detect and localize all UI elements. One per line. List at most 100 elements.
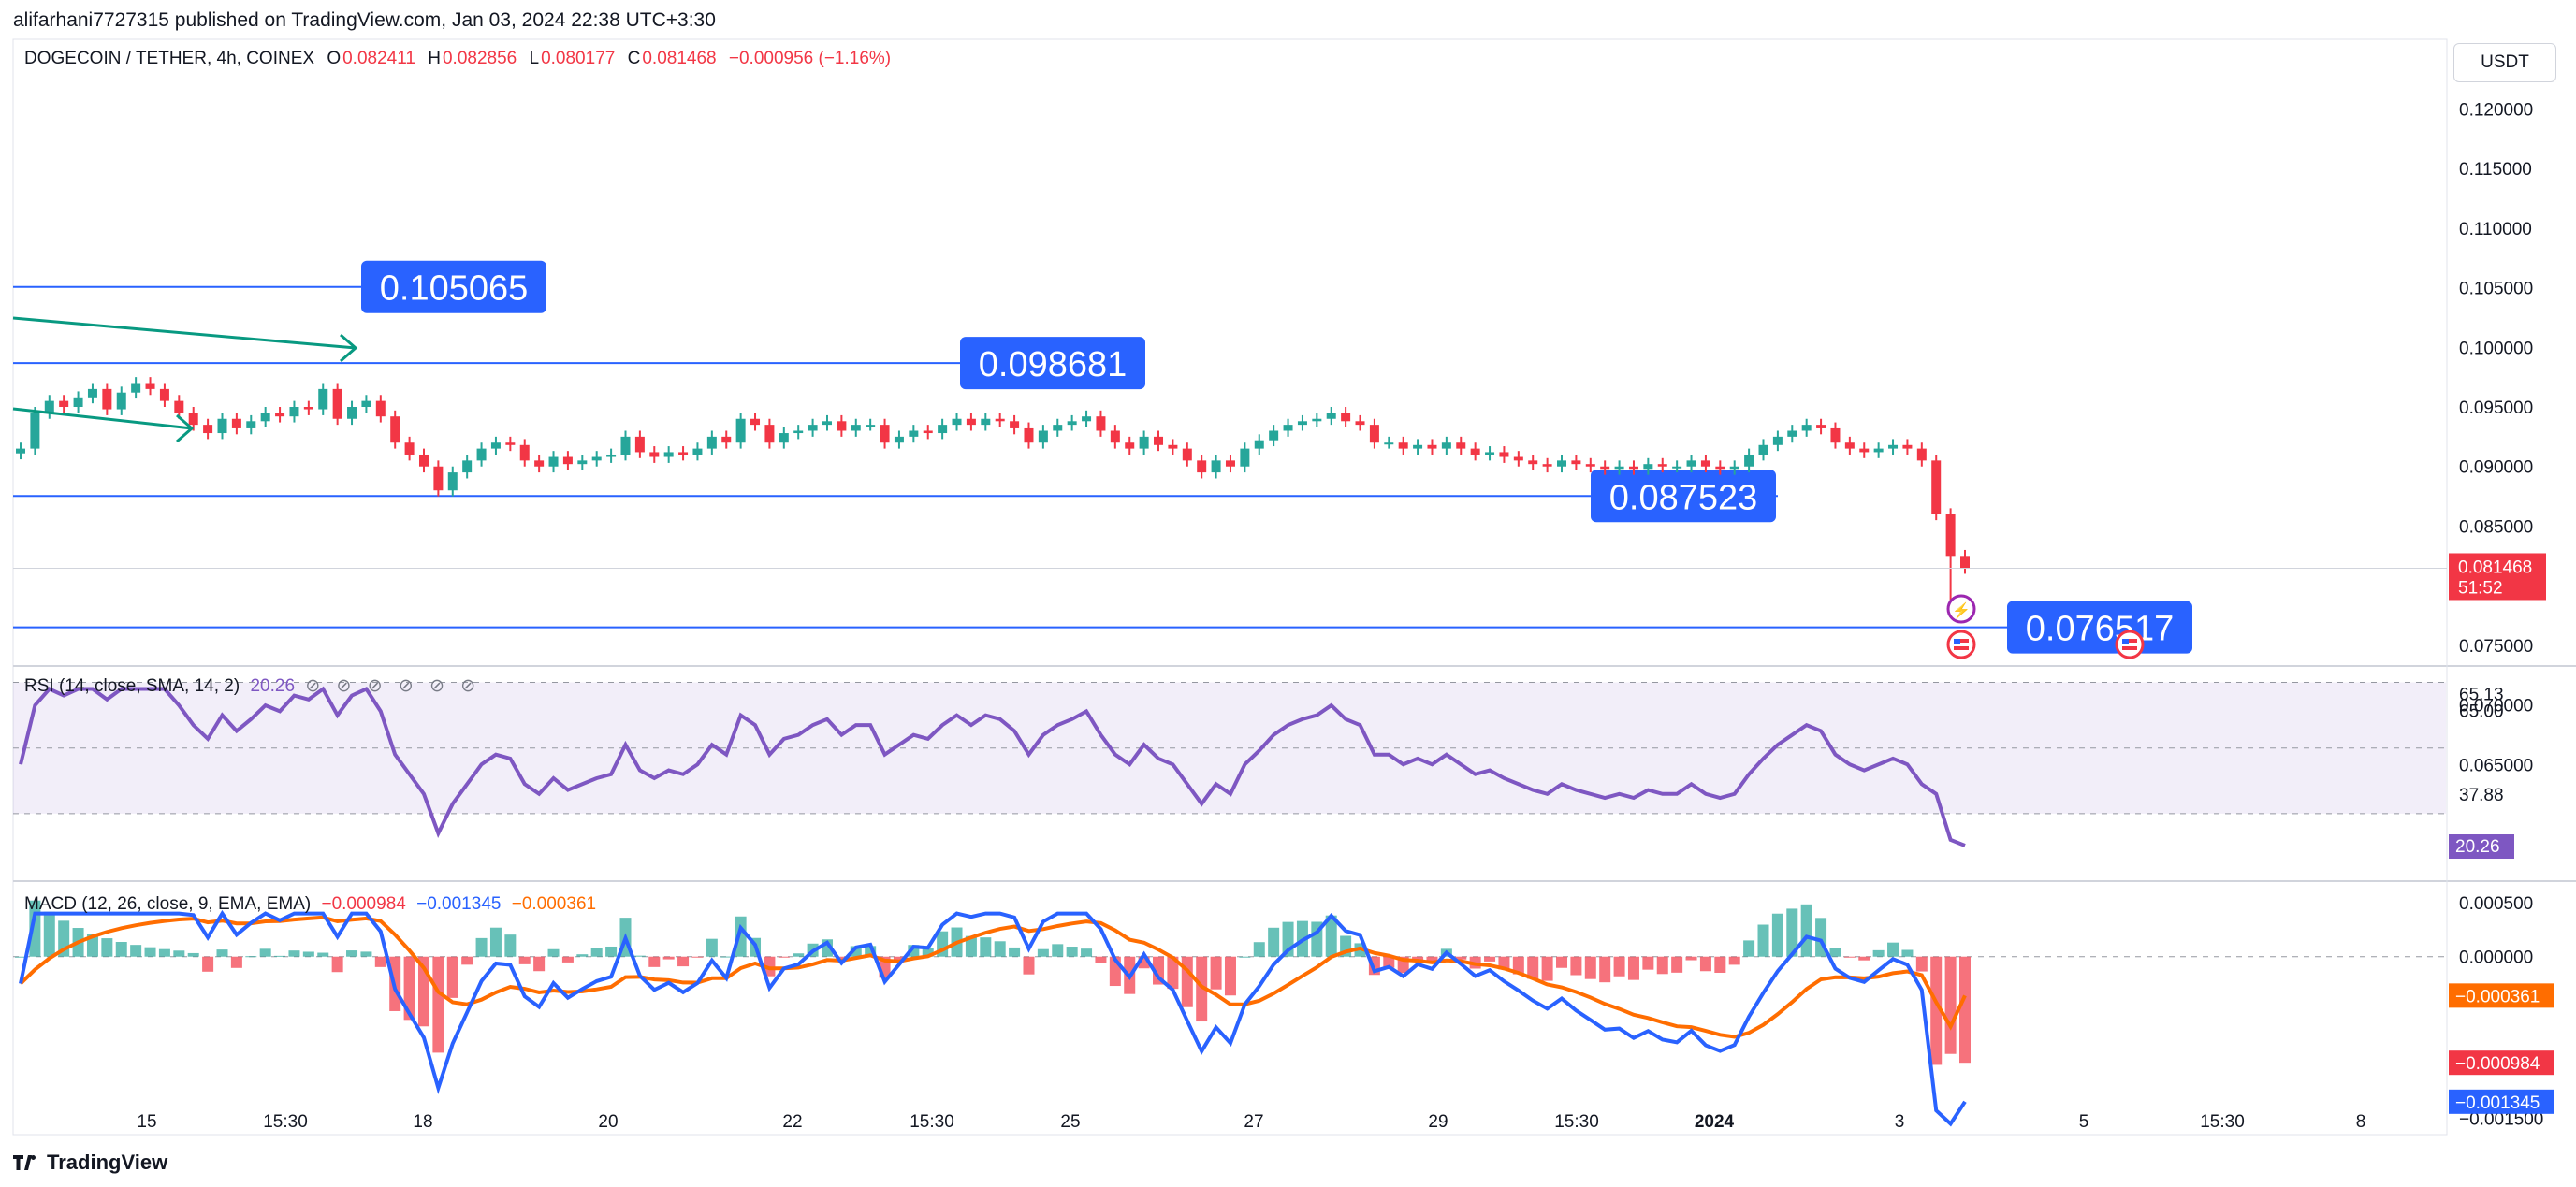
macd-histogram-bar <box>1052 944 1064 957</box>
price-legend: DOGECOIN / TETHER, 4h, COINEX O 0.082411 … <box>24 49 898 69</box>
level-label: 0.098681 <box>979 345 1128 384</box>
price-tick-label: 0.065000 <box>2459 756 2533 775</box>
macd-histogram-bar <box>662 956 675 960</box>
candle-body <box>1628 466 1638 470</box>
candle-body <box>1744 454 1754 467</box>
macd-value-tag <box>2449 1089 2554 1114</box>
macd-histogram-bar <box>1455 956 1467 960</box>
macd-histogram-bar <box>461 956 473 965</box>
macd-histogram-bar <box>1268 927 1280 957</box>
macd-histogram-bar <box>1728 956 1740 965</box>
macd-histogram-bar <box>922 948 934 957</box>
candle-body <box>1283 425 1293 431</box>
candle-body <box>1297 421 1307 426</box>
macd-histogram-bar <box>259 948 271 957</box>
candle-body <box>289 407 299 417</box>
candle-body <box>750 418 761 426</box>
rsi-tick-label: 37.88 <box>2459 786 2504 805</box>
candle-body <box>577 460 588 465</box>
candle-body <box>866 425 876 427</box>
macd-histogram-bar <box>1066 947 1078 957</box>
macd-histogram-bar <box>302 951 314 957</box>
candle-body <box>1269 430 1279 441</box>
candle-body <box>231 418 241 428</box>
candle-body <box>909 430 919 437</box>
macd-histogram-bar <box>1081 948 1093 957</box>
macd-histogram-bar <box>1959 956 1971 1064</box>
candle-body <box>678 452 689 455</box>
candle-body <box>390 416 400 443</box>
candle-body <box>548 456 559 467</box>
macd-histogram-bar <box>1656 956 1668 975</box>
rsi-legend[interactable]: RSI (14, close, SMA, 14, 2) 20.26 ⊘ ⊘ ⊘ … <box>24 675 481 697</box>
candle-body <box>1902 444 1913 449</box>
candle-body <box>1715 466 1725 470</box>
candle-body <box>131 383 141 393</box>
candle-body <box>735 418 746 443</box>
macd-tick-label: 0.000000 <box>2459 948 2533 968</box>
candle-body <box>490 442 501 449</box>
candle-body <box>1557 460 1567 467</box>
time-tick-label: 2024 <box>1695 1112 1735 1132</box>
candle-body <box>606 454 617 457</box>
high-value: 0.082856 <box>442 49 517 68</box>
macd-histogram-bar <box>735 916 747 957</box>
tradingview-logo[interactable]: TradingView <box>13 1151 167 1175</box>
time-tick-label: 15 <box>137 1112 156 1132</box>
macd-histogram-bar <box>518 956 531 964</box>
macd-histogram-bar <box>115 942 127 957</box>
macd-histogram-bar <box>893 956 905 960</box>
macd-histogram-bar <box>1872 949 1885 957</box>
candle-body <box>1010 421 1020 428</box>
macd-histogram-bar <box>648 956 661 967</box>
macd-histogram-bar <box>144 947 156 957</box>
macd-histogram-bar <box>1037 948 1049 957</box>
macd-histogram-bar <box>677 956 690 967</box>
candle-body <box>1456 442 1466 449</box>
macd-histogram-bar <box>850 946 862 957</box>
level-label-box <box>361 260 546 313</box>
us-flag-stripe <box>1954 646 1969 650</box>
macd-histogram-bar <box>288 950 300 957</box>
macd-histogram-bar <box>1599 956 1611 983</box>
candle-body <box>1772 436 1783 445</box>
candle-body <box>447 472 458 491</box>
price-tick-label: 0.095000 <box>2459 398 2533 418</box>
candle-body <box>246 421 256 428</box>
candle-body <box>1960 556 1970 569</box>
candle-body <box>1499 452 1509 457</box>
macd-histogram-bar <box>374 956 386 967</box>
candle-body <box>476 448 487 461</box>
macd-histogram-bar <box>187 952 199 957</box>
price-tick-label: 0.090000 <box>2459 458 2533 478</box>
macd-histogram-bar <box>1685 956 1697 961</box>
macd-histogram-bar <box>1095 956 1107 963</box>
us-flag-stripe <box>2122 646 2137 650</box>
candle-body <box>1384 442 1394 445</box>
close-value: 0.081468 <box>642 49 717 68</box>
us-flag-event-icon <box>2115 630 2145 659</box>
macd-histogram-bar <box>633 955 646 957</box>
level-label: 0.076517 <box>2026 610 2175 649</box>
candle-body <box>1542 464 1552 467</box>
time-tick-label: 8 <box>2356 1112 2366 1132</box>
price-tick-label: 0.075000 <box>2459 637 2533 657</box>
macd-histogram-bar <box>317 952 329 957</box>
macd-histogram-bar <box>1627 956 1639 980</box>
candle-body <box>404 442 415 455</box>
candle-body <box>1485 452 1495 455</box>
macd-histogram-bar <box>1671 956 1683 973</box>
symbol-title[interactable]: DOGECOIN / TETHER, 4h, COINEX <box>24 49 315 68</box>
macd-legend[interactable]: MACD (12, 26, close, 9, EMA, EMA) −0.000… <box>24 894 596 915</box>
rsi-value-tag <box>2449 834 2514 860</box>
candle-body <box>1931 460 1942 514</box>
currency-button[interactable]: USDT <box>2453 43 2556 82</box>
level-label-box <box>960 337 1145 390</box>
macd-histogram-bar <box>706 938 718 957</box>
macd-histogram-bar <box>360 951 372 957</box>
candle-body <box>73 397 83 407</box>
candle-body <box>188 413 198 426</box>
candle-body <box>1326 413 1336 419</box>
macd-histogram-bar <box>15 956 26 958</box>
